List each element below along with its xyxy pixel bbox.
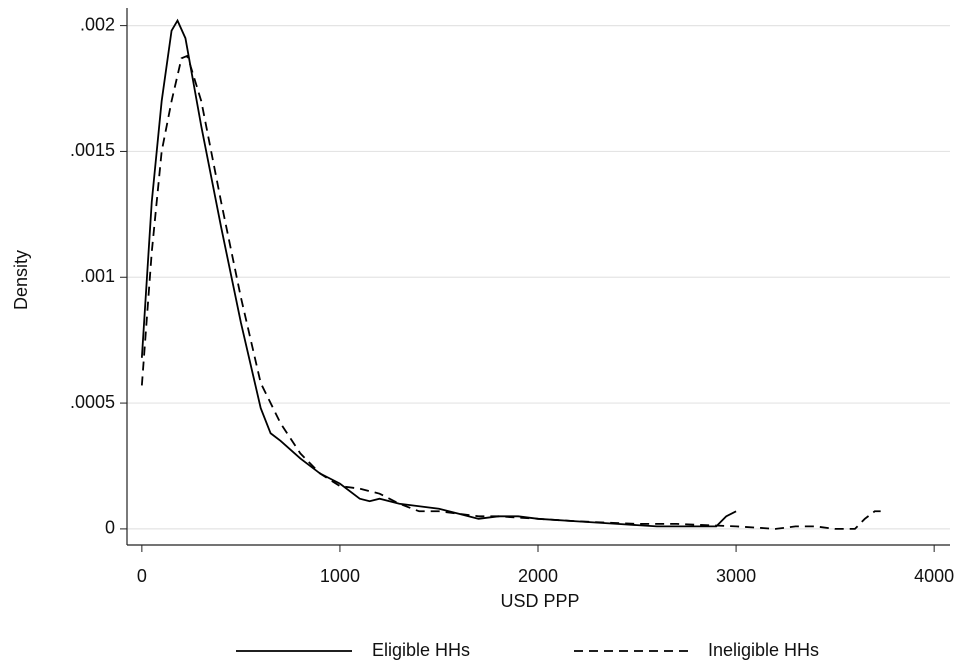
y-tick-label: .0005 bbox=[70, 392, 115, 412]
x-tick-label: 3000 bbox=[716, 566, 756, 586]
y-tick-label: .0015 bbox=[70, 140, 115, 160]
legend-label: Ineligible HHs bbox=[708, 640, 819, 660]
x-tick-label: 4000 bbox=[914, 566, 954, 586]
x-tick-label: 1000 bbox=[320, 566, 360, 586]
legend-label: Eligible HHs bbox=[372, 640, 470, 660]
y-tick-label: 0 bbox=[105, 518, 115, 538]
x-tick-label: 0 bbox=[137, 566, 147, 586]
x-axis-title: USD PPP bbox=[500, 591, 579, 611]
series-line bbox=[140, 54, 881, 530]
y-tick-label: .002 bbox=[80, 14, 115, 34]
x-tick-label: 2000 bbox=[518, 566, 558, 586]
y-axis-title: Density bbox=[11, 250, 31, 310]
y-tick-label: .001 bbox=[80, 266, 115, 286]
